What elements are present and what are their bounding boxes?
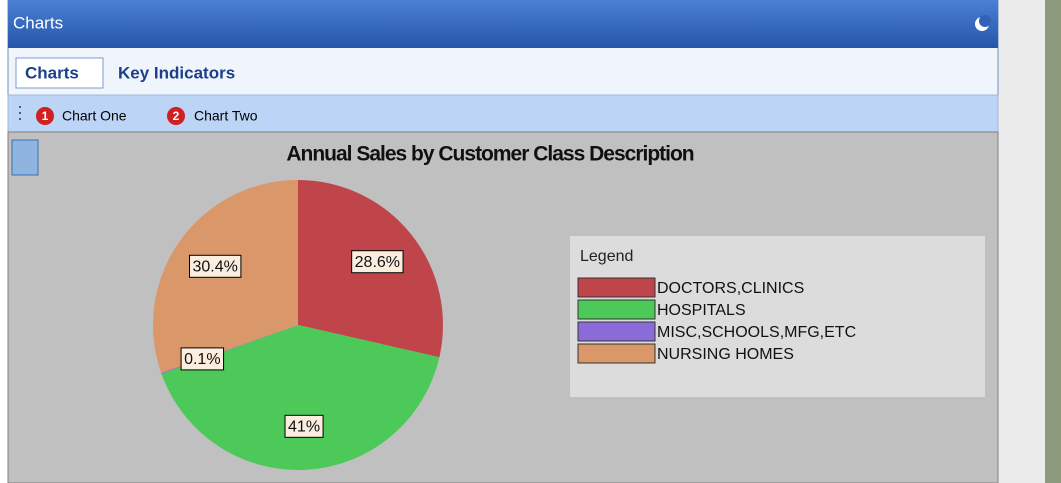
pin-button[interactable] [12,140,38,175]
data-label: 0.1% [184,351,220,368]
legend-label: NURSING HOMES [657,346,794,363]
data-label: 41% [288,419,320,436]
data-label: 30.4% [193,259,238,276]
window-title: Charts [13,13,63,32]
data-label: 28.6% [355,254,400,271]
legend-swatch [578,278,655,297]
title-bar [8,0,998,48]
window-button-shade [979,15,991,27]
legend-label: MISC,SCHOOLS,MFG,ETC [657,324,856,341]
legend-swatch [578,344,655,363]
page: Charts Charts Key Indicators 1 Chart One… [0,0,1061,483]
legend-swatch [578,322,655,341]
toolbar-button[interactable]: Chart One [62,108,127,124]
screen: Charts Charts Key Indicators 1 Chart One… [0,0,1061,483]
legend-label: HOSPITALS [657,302,746,319]
tab-label[interactable]: Charts [25,63,79,82]
chart-title: Annual Sales by Customer Class Descripti… [286,143,693,166]
badge-number[interactable]: 1 [42,109,49,123]
badge-number[interactable]: 2 [173,109,180,123]
toolbar [8,95,998,132]
legend-title: Legend [580,248,633,265]
legend-label: DOCTORS,CLINICS [657,280,804,297]
legend-swatch [578,300,655,319]
toolbar-button[interactable]: Chart Two [194,108,258,124]
desktop-strip [1045,0,1061,483]
tab-label[interactable]: Key Indicators [118,63,235,82]
